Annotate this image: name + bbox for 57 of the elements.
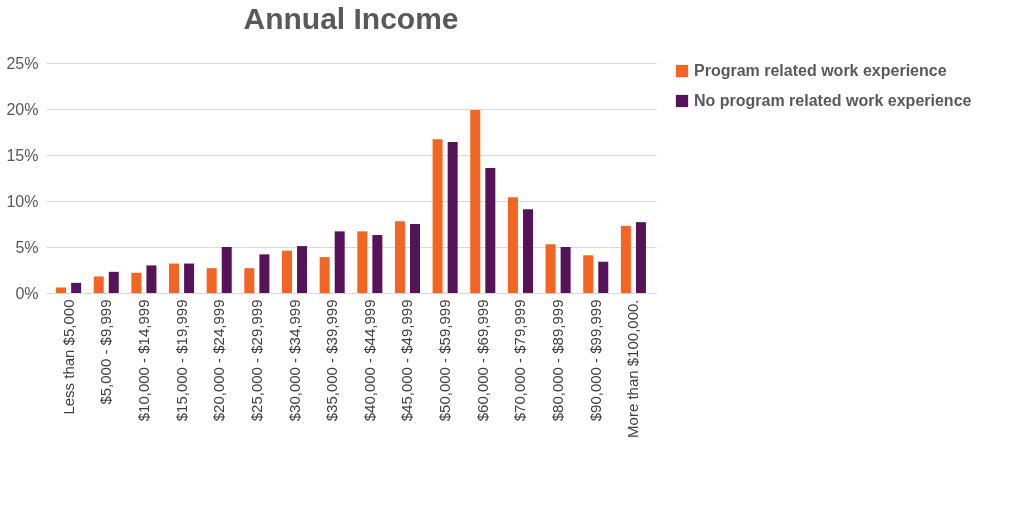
bar [244,268,255,293]
x-tick-label: More than $100,000. [624,299,642,438]
x-tick-label: $35,000 - $39,999 [323,299,341,422]
x-tick-label: $90,000 - $99,999 [586,299,604,422]
bar [221,247,232,293]
legend-label: Program related work experience [694,62,947,79]
bar [131,272,142,293]
bar [297,246,308,293]
x-tick-label: $50,000 - $59,999 [436,299,454,422]
bar [620,225,631,293]
y-tick-label: 15% [6,146,39,164]
bar [545,244,556,293]
bar [93,276,104,293]
bar [522,209,533,293]
bar [357,231,368,293]
bar [319,257,330,293]
x-tick-label: $10,000 - $14,999 [134,299,152,422]
x-tick-label: $80,000 - $89,999 [549,299,567,422]
bar [470,109,481,293]
bar [56,287,67,293]
bar [485,167,496,293]
bar [259,254,270,293]
bar [410,224,421,293]
y-tick-label: 25% [6,54,39,72]
bar [560,247,571,293]
y-tick-label: 5% [15,238,39,256]
bar [281,250,292,293]
bar [447,142,458,293]
x-tick-label: $40,000 - $44,999 [360,299,378,422]
bar [71,282,82,293]
x-tick-label: $45,000 - $49,999 [398,299,416,422]
bar [583,255,594,293]
bar [394,221,405,293]
y-tick-label: 0% [15,284,39,302]
x-tick-label: $70,000 - $79,999 [511,299,529,422]
x-tick-label: $25,000 - $29,999 [247,299,265,422]
legend-label: No program related work experience [694,92,972,109]
y-tick-label: 20% [6,100,39,118]
bar [635,222,646,293]
x-tick-label: $20,000 - $24,999 [210,299,228,422]
bar [206,268,217,293]
x-tick-label: $60,000 - $69,999 [473,299,491,422]
y-tick-label: 10% [6,192,39,210]
bar [108,271,119,293]
bar [507,197,518,293]
chart-title: Annual Income [243,2,459,35]
bar [432,139,443,293]
bar [598,261,609,293]
x-tick-label: Less than $5,000 [59,299,77,415]
bar [169,263,180,293]
bar [372,235,383,293]
bar [334,231,345,293]
bar [146,265,157,293]
x-tick-label: $15,000 - $19,999 [172,299,190,422]
x-tick-label: $5,000 - $9,999 [97,299,115,405]
x-tick-label: $30,000 - $34,999 [285,299,303,422]
bar [184,263,195,293]
